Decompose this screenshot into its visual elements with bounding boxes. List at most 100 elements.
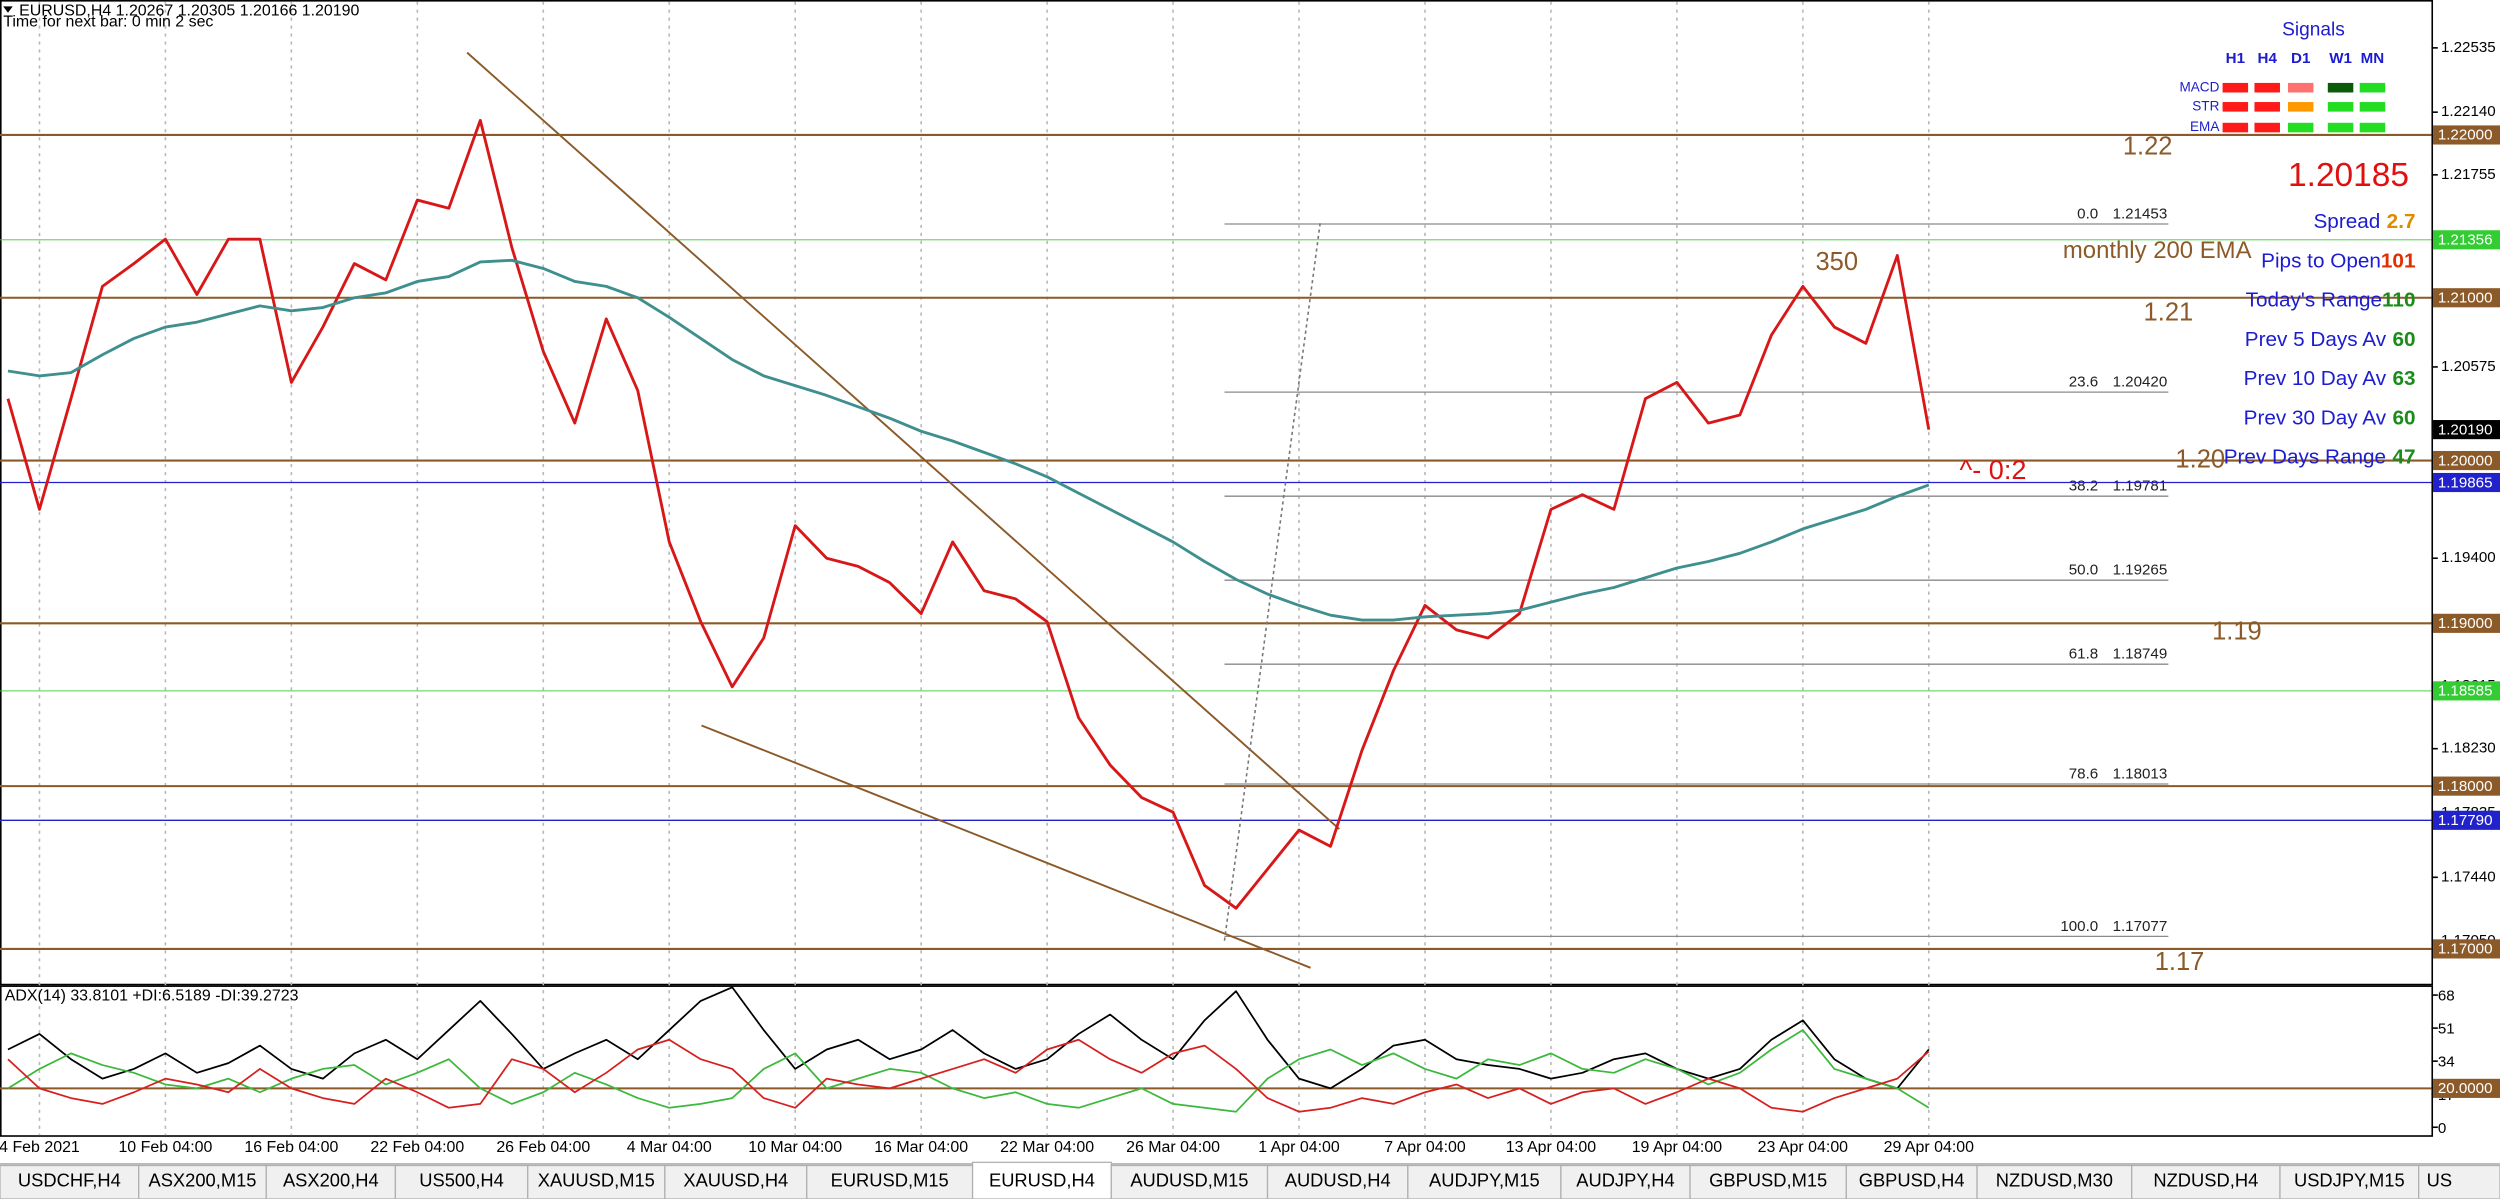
info-value: 2.7 (2387, 211, 2416, 234)
info-row: Prev 30 Day Av 60 (2244, 407, 2416, 430)
trend-line (466, 51, 1340, 830)
round-level-label: 1.21 (2144, 298, 2194, 326)
level-price-box (2433, 450, 2500, 471)
tab-label[interactable]: EURUSD,M15 (831, 1169, 949, 1190)
tab-label[interactable]: NZDUSD,H4 (2153, 1169, 2258, 1190)
y-tick-label: 1.17440 (2441, 868, 2496, 885)
signal-cell (2287, 102, 2314, 112)
info-row: Prev Days Range 47 (2224, 446, 2416, 469)
y-tick-label: 51 (2438, 1021, 2455, 1038)
tab-label[interactable]: US (2427, 1169, 2452, 1190)
tab[interactable] (2418, 1164, 2500, 1199)
signals-row-label: EMA (2190, 119, 2220, 134)
signals-column: D1 (2291, 50, 2310, 67)
y-tick-label: 1.19400 (2441, 549, 2496, 566)
x-tick-label: 26 Feb 04:00 (496, 1139, 590, 1156)
x-tick-label: 22 Feb 04:00 (370, 1139, 464, 1156)
info-label: Prev 10 Day Av (2244, 368, 2387, 391)
tab-label[interactable]: US500,H4 (419, 1169, 504, 1190)
series-line (7, 258, 1930, 622)
tab-label[interactable]: AUDJPY,H4 (1576, 1169, 1674, 1190)
x-tick-label: 23 Apr 04:00 (1758, 1139, 1849, 1156)
signals-column: H1 (2226, 50, 2245, 67)
tab-label[interactable]: USDCHF,H4 (18, 1169, 121, 1190)
signals-row-label: STR (2192, 98, 2219, 113)
x-tick-label: 16 Feb 04:00 (244, 1139, 338, 1156)
tab-label[interactable]: EURUSD,H4 (989, 1169, 1095, 1190)
signals-row-label: MACD (2179, 79, 2219, 94)
series-line (7, 1029, 1930, 1113)
signals-column: W1 (2329, 50, 2352, 67)
x-tick-label: 4 Mar 04:00 (627, 1139, 712, 1156)
tab-label[interactable]: USDJPY,M15 (2294, 1169, 2405, 1190)
tab[interactable] (806, 1164, 974, 1199)
level-price-label: 1.20000 (2438, 452, 2493, 469)
info-row: Pips to Open101 (2261, 250, 2415, 273)
tab-label[interactable]: AUDUSD,M15 (1130, 1169, 1248, 1190)
tab-label[interactable]: GBPUSD,M15 (1709, 1169, 1827, 1190)
fib-level: 0.0 (2077, 205, 2098, 222)
tab-label[interactable]: AUDJPY,M15 (1429, 1169, 1540, 1190)
fib-price: 1.18013 (2113, 765, 2168, 782)
tab-label[interactable]: NZDUSD,M30 (1996, 1169, 2113, 1190)
tab[interactable] (138, 1164, 267, 1199)
level-price-box (2433, 125, 2500, 145)
info-label: Pips to Open (2261, 250, 2381, 273)
tab[interactable] (1845, 1164, 1978, 1199)
fib-level: 100.0 (2060, 918, 2098, 935)
level-price-label: 1.18000 (2438, 778, 2493, 795)
signal-cell (2254, 82, 2280, 93)
level-price-box (2433, 1078, 2500, 1098)
series-line (7, 1038, 1930, 1113)
level-price-label: 1.22000 (2438, 127, 2493, 144)
x-tick-label: 16 Mar 04:00 (874, 1139, 968, 1156)
fib-level: 78.6 (2069, 765, 2098, 782)
tab[interactable] (527, 1164, 666, 1199)
signal-cell (2222, 102, 2249, 112)
level-price-box (2433, 288, 2500, 308)
x-tick-label: 10 Feb 04:00 (118, 1139, 212, 1156)
tab[interactable] (265, 1164, 397, 1199)
y-tick-label: 1.22535 (2441, 39, 2496, 56)
menu-arrow (3, 6, 13, 13)
main-pane-frame (0, 0, 2434, 986)
info-label: Prev Days Range (2224, 446, 2386, 469)
round-level-label: 1.17 (2155, 948, 2205, 976)
tab[interactable] (664, 1164, 808, 1199)
tab-label[interactable]: XAUUSD,M15 (538, 1169, 655, 1190)
x-tick-label: 22 Mar 04:00 (1000, 1139, 1094, 1156)
round-level-label: 1.20 (2175, 445, 2225, 473)
fib-price: 1.21453 (2113, 205, 2168, 222)
round-level-label: 1.22 (2123, 132, 2173, 160)
fib-price: 1.17077 (2113, 918, 2168, 935)
y-tick-label: 0 (2438, 1120, 2446, 1137)
info-value: 101 (2381, 250, 2416, 273)
tab-label[interactable]: AUDUSD,H4 (1285, 1169, 1391, 1190)
y-tick-label: 1.20575 (2441, 358, 2496, 375)
tab[interactable] (1266, 1164, 1409, 1199)
x-tick-label: 29 Apr 04:00 (1884, 1139, 1975, 1156)
level-price-box (2433, 776, 2500, 796)
tab-label[interactable]: XAUUSD,H4 (683, 1169, 788, 1190)
fib-level: 38.2 (2069, 478, 2098, 495)
series-line (6, 118, 1931, 910)
level-price-label: 20.0000 (2438, 1080, 2493, 1097)
tab[interactable] (2131, 1164, 2281, 1199)
level-price-box (2433, 420, 2500, 440)
info-label: Prev 5 Days Av (2245, 328, 2387, 351)
tab-label[interactable]: ASX200,M15 (148, 1169, 256, 1190)
tab-label[interactable]: GBPUSD,H4 (1859, 1169, 1965, 1190)
info-value: 60 (2392, 407, 2415, 430)
tab[interactable] (1407, 1164, 1562, 1199)
tab[interactable] (1560, 1164, 1691, 1199)
level-price-box (2433, 230, 2500, 250)
tab[interactable] (1110, 1164, 1269, 1199)
level-price-label: 1.21356 (2438, 232, 2493, 249)
tab-label[interactable]: ASX200,H4 (283, 1169, 379, 1190)
bar-timer: Time for next bar: 0 min 2 sec (3, 14, 213, 31)
tab[interactable] (1976, 1164, 2133, 1199)
tab[interactable] (2279, 1164, 2420, 1199)
